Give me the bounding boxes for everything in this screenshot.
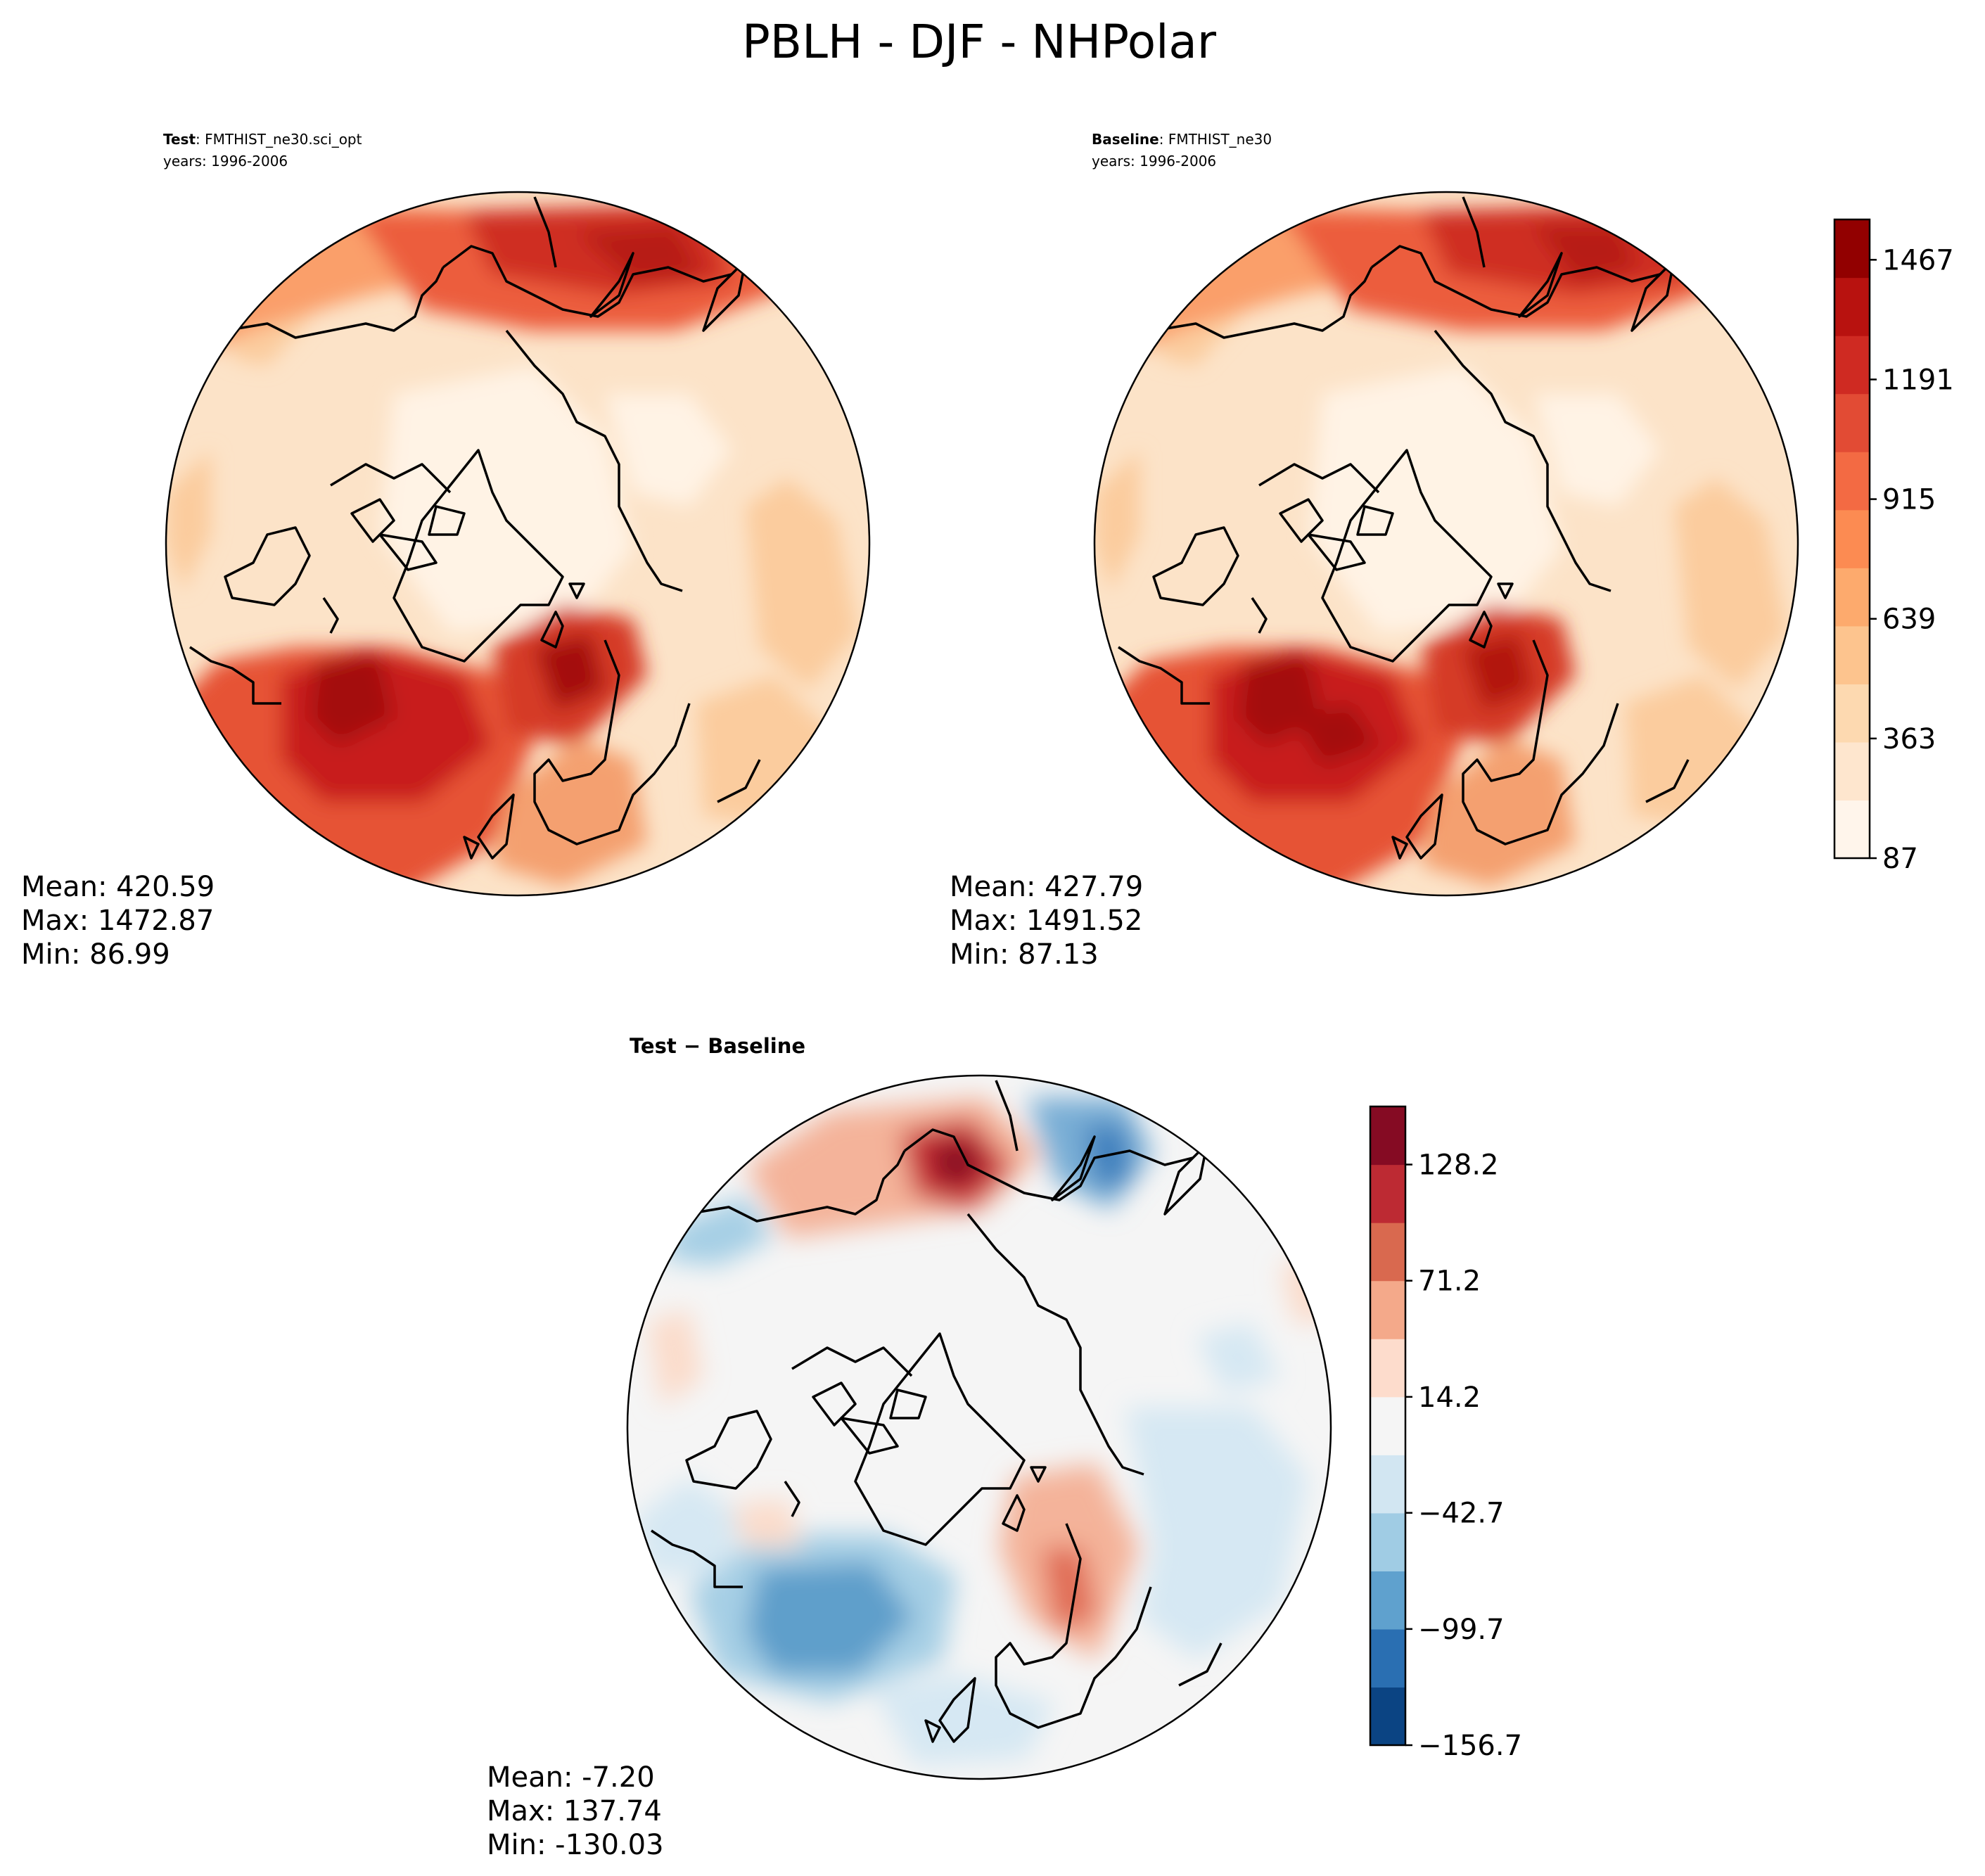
colorbar-diff-segment bbox=[1370, 1164, 1405, 1223]
colorbar-baseline-tick-label: 1191 bbox=[1882, 364, 1954, 396]
colorbar-diff-tick-label: −42.7 bbox=[1418, 1498, 1505, 1530]
colorbar-diff-tick-label: −156.7 bbox=[1418, 1730, 1522, 1762]
figure-title: PBLH - DJF - NHPolar bbox=[742, 15, 1217, 69]
stats-diff-min: Min: -130.03 bbox=[487, 1829, 664, 1861]
colorbar-baseline: 87 363 639 915 1191 1467 bbox=[1833, 218, 1954, 875]
colorbar-diff: 128.2 71.2 14.2 −42.7 −99.7 −156.7 bbox=[1369, 1105, 1522, 1762]
colorbar-diff-tick-label: 128.2 bbox=[1418, 1149, 1499, 1182]
panel-test-subtitle: years: 1996-2006 bbox=[163, 153, 288, 170]
stats-baseline-max: Max: 1491.52 bbox=[950, 905, 1142, 937]
map-test-boundary bbox=[165, 191, 871, 897]
stats-diff-max: Max: 137.74 bbox=[487, 1795, 662, 1827]
map-baseline-boundary bbox=[1093, 191, 1799, 897]
colorbar-baseline-tick-label: 639 bbox=[1882, 604, 1936, 636]
colorbar-diff-segment bbox=[1370, 1106, 1405, 1166]
panel-baseline-title: Baseline: FMTHIST_ne30 bbox=[1092, 131, 1272, 148]
stats-test-min: Min: 86.99 bbox=[21, 938, 170, 971]
map-baseline bbox=[1094, 192, 1798, 895]
colorbar-diff-tick-label: 14.2 bbox=[1418, 1382, 1481, 1414]
stats-baseline-mean: Mean: 427.79 bbox=[950, 871, 1143, 903]
stats-test-max: Max: 1472.87 bbox=[21, 905, 214, 937]
colorbar-baseline-segment bbox=[1834, 277, 1870, 336]
panel-test-title: Test: FMTHIST_ne30.sci_opt bbox=[163, 131, 362, 148]
colorbar-baseline-segment bbox=[1834, 509, 1870, 568]
colorbar-baseline-tick-label: 363 bbox=[1882, 723, 1936, 755]
colorbar-baseline-segment bbox=[1834, 336, 1870, 395]
colorbar-diff-segment bbox=[1370, 1396, 1405, 1455]
colorbar-baseline-segment bbox=[1834, 800, 1870, 859]
colorbar-diff-segment bbox=[1370, 1280, 1405, 1339]
colorbar-baseline-segment bbox=[1834, 393, 1870, 452]
coastlines-test bbox=[189, 196, 761, 860]
panel-diff: Test − Baseline bbox=[487, 1034, 1522, 1861]
colorbar-diff-segment bbox=[1370, 1223, 1405, 1282]
colorbar-baseline-segment bbox=[1834, 625, 1870, 684]
colorbar-baseline-tick-label: 87 bbox=[1882, 843, 1918, 875]
colorbar-baseline-segment bbox=[1834, 568, 1870, 627]
colorbar-baseline-tick-label: 1467 bbox=[1882, 244, 1954, 276]
map-diff bbox=[627, 1076, 1331, 1779]
colorbar-diff-tick-label: 71.2 bbox=[1418, 1265, 1481, 1298]
colorbar-baseline-tick-label: 915 bbox=[1882, 484, 1936, 516]
colorbar-diff-segment bbox=[1370, 1687, 1405, 1746]
colorbar-diff-tick-label: −99.7 bbox=[1418, 1614, 1505, 1646]
colorbar-baseline-segment bbox=[1834, 741, 1870, 801]
colorbar-baseline-frame bbox=[1833, 218, 1871, 860]
colorbar-diff-frame bbox=[1369, 1105, 1407, 1747]
stats-baseline-min: Min: 87.13 bbox=[950, 938, 1099, 971]
colorbar-diff-segment bbox=[1370, 1628, 1405, 1688]
map-diff-boundary bbox=[626, 1074, 1332, 1780]
stats-diff-mean: Mean: -7.20 bbox=[487, 1761, 655, 1794]
panel-baseline-subtitle: years: 1996-2006 bbox=[1092, 153, 1216, 170]
panel-test: Test: FMTHIST_ne30.sci_opt years: 1996-2… bbox=[21, 131, 871, 971]
colorbar-baseline-segment bbox=[1834, 219, 1870, 279]
panel-baseline: Baseline: FMTHIST_ne30 years: 1996-2006 bbox=[950, 131, 1954, 971]
stats-test-mean: Mean: 420.59 bbox=[21, 871, 215, 903]
colorbar-diff-segment bbox=[1370, 1512, 1405, 1571]
coastlines-baseline bbox=[1118, 196, 1690, 860]
colorbar-baseline-segment bbox=[1834, 684, 1870, 743]
colorbar-diff-segment bbox=[1370, 1571, 1405, 1630]
panel-diff-title: Test − Baseline bbox=[630, 1034, 805, 1058]
colorbar-diff-segment bbox=[1370, 1455, 1405, 1514]
colorbar-diff-segment bbox=[1370, 1339, 1405, 1398]
coastlines-diff bbox=[651, 1080, 1223, 1743]
colorbar-baseline-segment bbox=[1834, 452, 1870, 511]
